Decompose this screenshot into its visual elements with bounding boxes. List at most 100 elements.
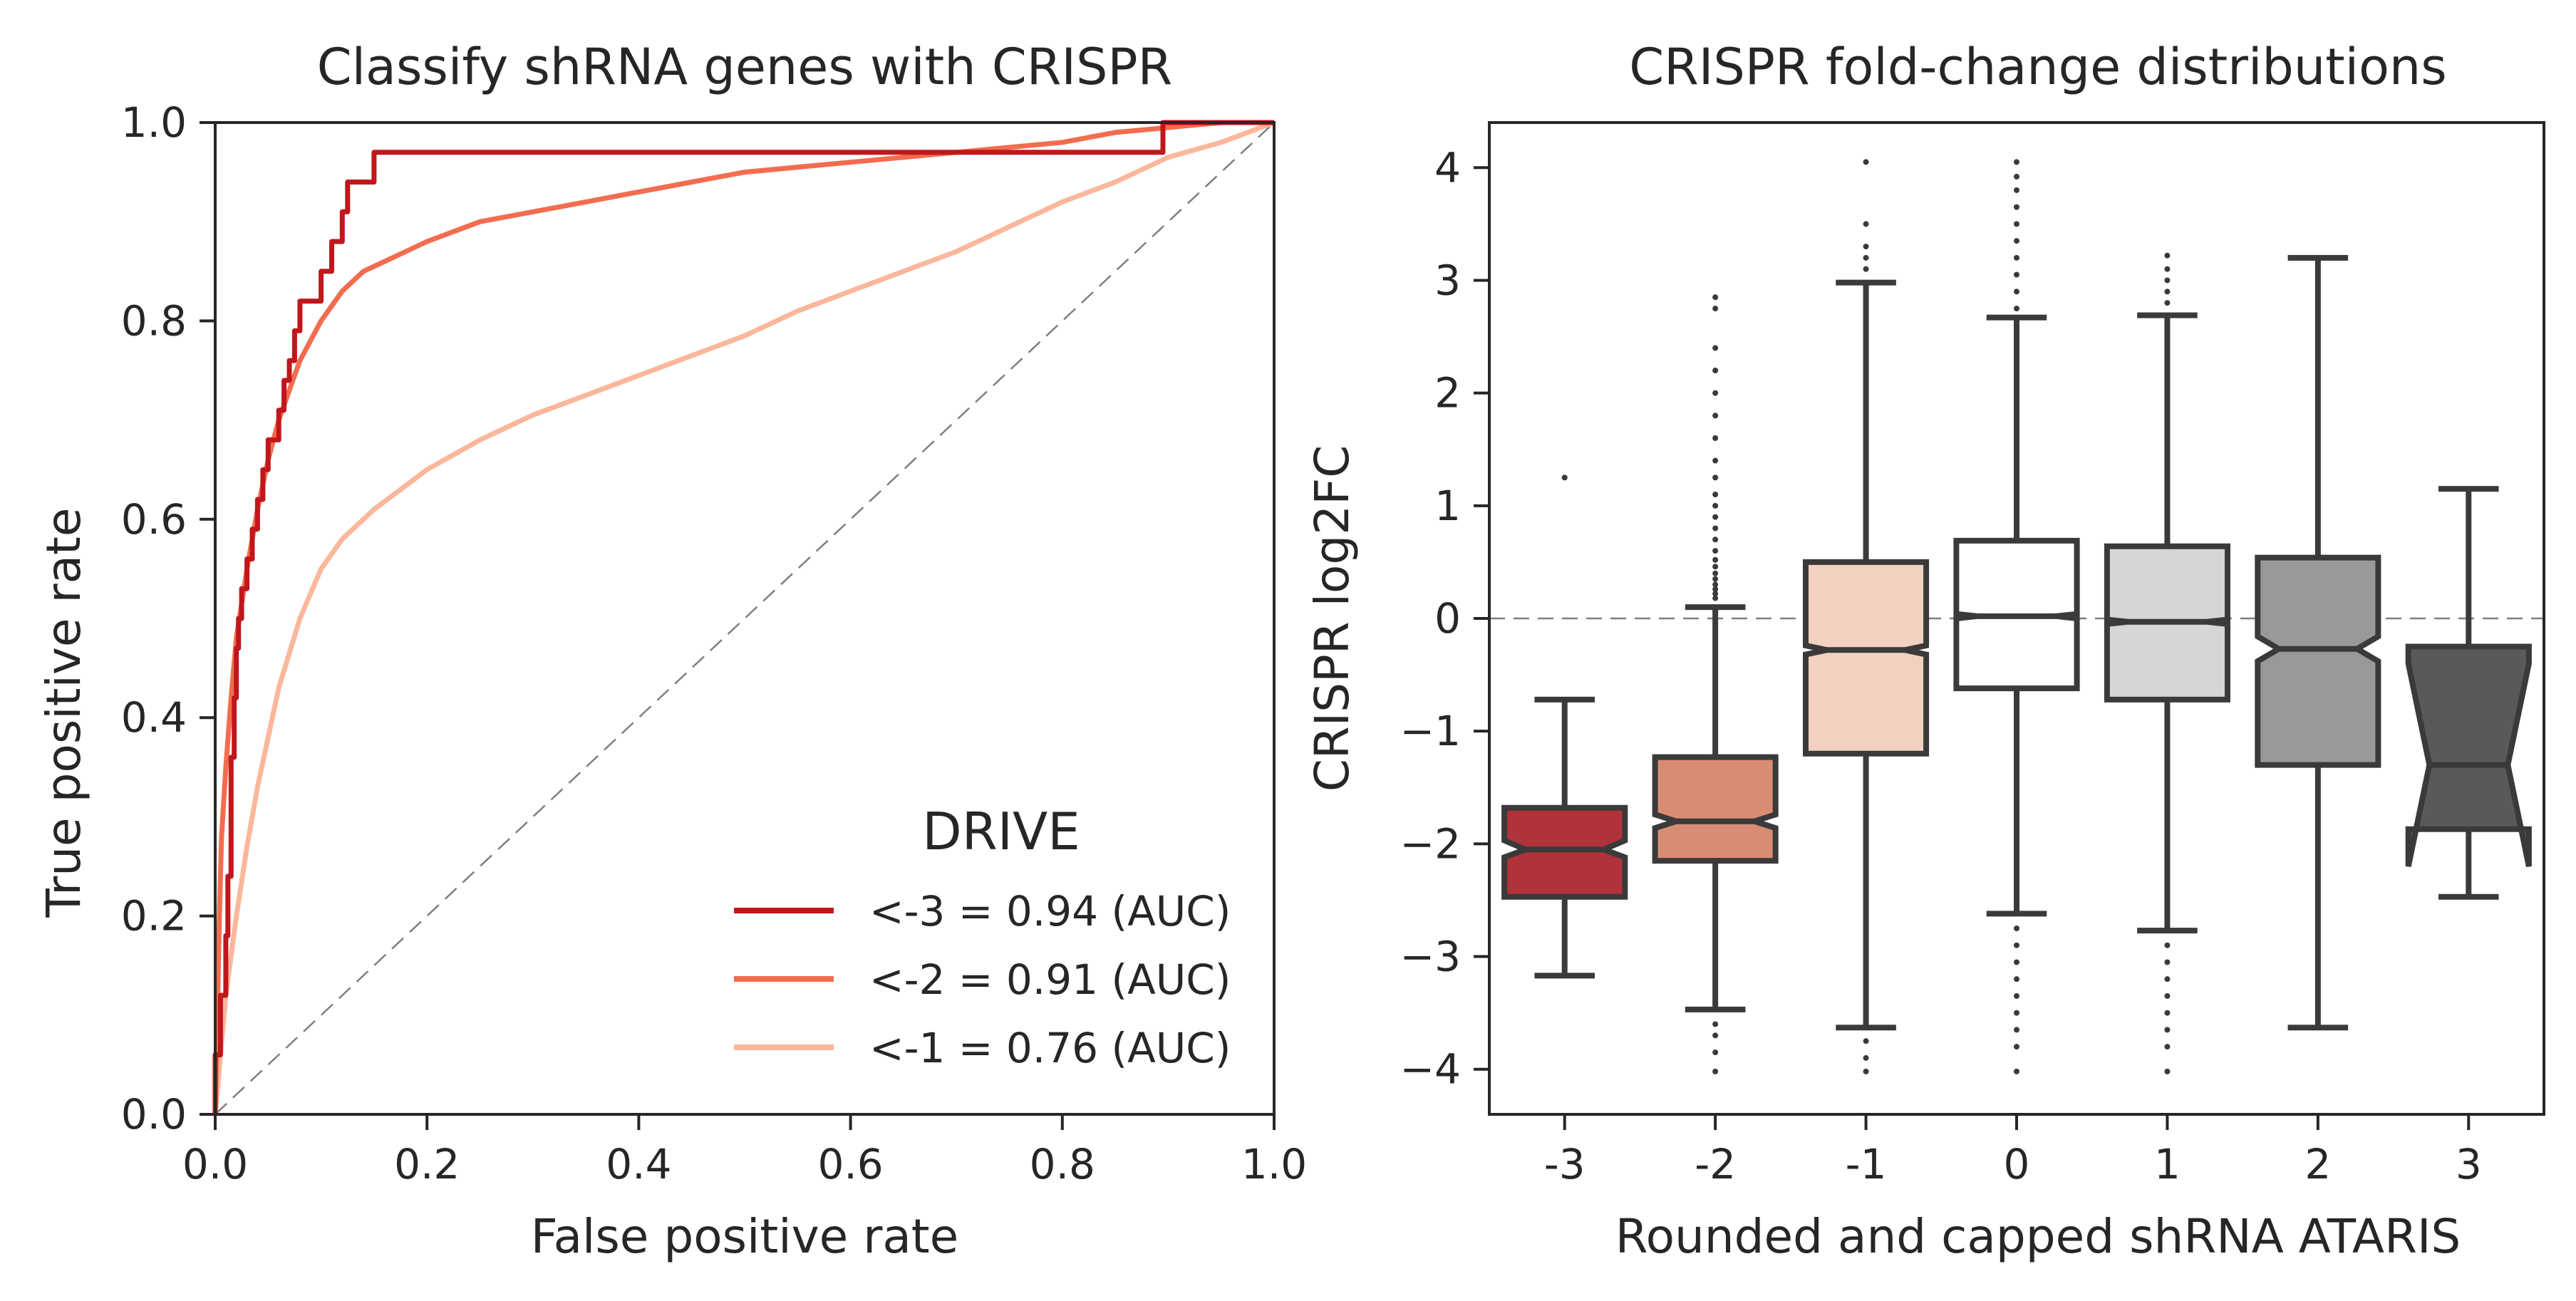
- outlier-point: [1863, 1038, 1869, 1045]
- roc-y-axis-label: True positive rate: [36, 507, 91, 918]
- x-tick-label: 0: [2004, 1140, 2030, 1188]
- y-tick-label: 1.0: [121, 98, 187, 147]
- roc-ticks: 0.0 0.2 0.4 0.6 0.8 1.0 0.0 0.2 0.4 0.6 0.8 1.0: [121, 98, 1307, 1188]
- outlier-point: [1863, 1054, 1869, 1061]
- outlier-point: [2164, 976, 2171, 983]
- outlier-point: [1712, 390, 1719, 396]
- x-tick-label: 3: [2456, 1140, 2482, 1188]
- outlier-point: [1712, 502, 1719, 509]
- outlier-point: [1863, 244, 1869, 249]
- box-chart: CRISPR fold-change distributions Rounded…: [1305, 38, 2545, 1264]
- outlier-point: [2014, 992, 2019, 999]
- outlier-point: [2164, 277, 2171, 284]
- x-tick-label: 1: [2154, 1140, 2181, 1188]
- outlier-point: [1712, 595, 1719, 601]
- outlier-point: [1712, 514, 1719, 520]
- outlier-point: [1712, 591, 1719, 597]
- x-tick-label: -3: [1544, 1140, 1586, 1188]
- outlier-point: [2164, 300, 2171, 306]
- y-tick-label: 3: [1434, 256, 1461, 304]
- x-tick-label: 0.0: [182, 1140, 248, 1188]
- outlier-point: [1712, 413, 1719, 419]
- outlier-point: [1712, 306, 1719, 311]
- y-tick-label: 2: [1434, 369, 1461, 418]
- box-body: [1652, 754, 1779, 864]
- outlier-point: [2014, 976, 2019, 983]
- outlier-point: [1712, 492, 1719, 497]
- y-tick-label: 0.0: [121, 1090, 187, 1139]
- y-tick-label: −1: [1400, 707, 1462, 755]
- roc-line-2: [212, 120, 1276, 1115]
- roc-line-0: [212, 120, 1274, 1114]
- box-marks: [1501, 159, 2532, 1074]
- outlier-point: [2014, 1068, 2019, 1074]
- outlier-point: [2164, 959, 2171, 965]
- outlier-point: [1863, 266, 1869, 272]
- box-3: [2405, 486, 2532, 900]
- outlier-point: [2014, 1010, 2019, 1016]
- x-tick-label: 0.6: [817, 1140, 883, 1188]
- roc-series: [212, 120, 1276, 1115]
- box-ticks: 4 3 2 1 0 −1 −2 −3 −4 -3 -2 -1 0 1 2 3: [1400, 143, 2482, 1188]
- outlier-point: [2164, 252, 2171, 259]
- roc-legend: DRIVE <-3 = 0.94 (AUC) <-2 = 0.91 (AUC) <-…: [734, 802, 1231, 1072]
- outlier-point: [1712, 294, 1719, 301]
- box--3: [1501, 475, 1628, 979]
- outlier-point: [1712, 345, 1719, 351]
- x-tick-label: -1: [1846, 1140, 1887, 1188]
- outlier-point: [1712, 475, 1719, 481]
- outlier-point: [2014, 926, 2019, 931]
- y-tick-label: 0.8: [121, 296, 187, 345]
- legend-label-2: <-1 = 0.76 (AUC): [869, 1024, 1231, 1072]
- outlier-point: [1712, 1068, 1719, 1074]
- outlier-point: [2014, 238, 2019, 244]
- outlier-point: [1712, 586, 1719, 592]
- roc-plot-frame: [214, 121, 1276, 1116]
- outlier-point: [1561, 475, 1568, 481]
- outlier-point: [2164, 942, 2171, 948]
- outlier-point: [1712, 564, 1719, 570]
- y-tick-label: 0.4: [121, 693, 187, 742]
- outlier-point: [2014, 204, 2019, 210]
- y-tick-label: 1: [1434, 482, 1461, 530]
- roc-chart: Classify shRNA genes with CRISPR False p…: [36, 38, 1307, 1264]
- roc-x-axis-label: False positive rate: [531, 1209, 959, 1264]
- y-tick-label: −2: [1400, 819, 1462, 868]
- outlier-point: [1712, 556, 1719, 563]
- roc-title: Classify shRNA genes with CRISPR: [317, 38, 1173, 96]
- x-tick-label: 0.8: [1030, 1140, 1095, 1188]
- y-tick-label: −4: [1400, 1045, 1462, 1094]
- outlier-point: [1712, 576, 1719, 582]
- outlier-point: [2014, 254, 2019, 261]
- outlier-point: [1712, 525, 1719, 532]
- outlier-point: [1712, 570, 1719, 576]
- legend-title: DRIVE: [922, 802, 1080, 861]
- outlier-point: [2164, 992, 2171, 999]
- outlier-point: [1863, 254, 1869, 261]
- box--1: [1803, 159, 1930, 1074]
- y-tick-label: 0.6: [121, 495, 187, 544]
- outlier-point: [1712, 457, 1719, 464]
- outlier-point: [2014, 187, 2019, 193]
- y-tick-label: −3: [1400, 933, 1462, 981]
- box-title: CRISPR fold-change distributions: [1629, 38, 2447, 96]
- outlier-point: [2014, 159, 2019, 165]
- box-y-axis-label: CRISPR log2FC: [1305, 445, 1360, 792]
- outlier-point: [2164, 289, 2171, 295]
- outlier-point: [2014, 1044, 2019, 1050]
- outlier-point: [2164, 1068, 2171, 1074]
- outlier-point: [2014, 306, 2019, 311]
- outlier-point: [2014, 221, 2019, 227]
- outlier-point: [1712, 1032, 1719, 1039]
- x-tick-label: 0.4: [606, 1140, 671, 1188]
- outlier-point: [2164, 1044, 2171, 1050]
- box-x-axis-label: Rounded and capped shRNA ATARIS: [1615, 1209, 2461, 1264]
- outlier-point: [1863, 159, 1869, 165]
- box-body: [2405, 643, 2532, 867]
- outlier-point: [2014, 271, 2019, 278]
- outlier-point: [2014, 289, 2019, 295]
- outlier-point: [2164, 1010, 2171, 1016]
- outlier-point: [1712, 368, 1719, 373]
- outlier-point: [1712, 1021, 1719, 1027]
- x-tick-label: 2: [2305, 1140, 2331, 1188]
